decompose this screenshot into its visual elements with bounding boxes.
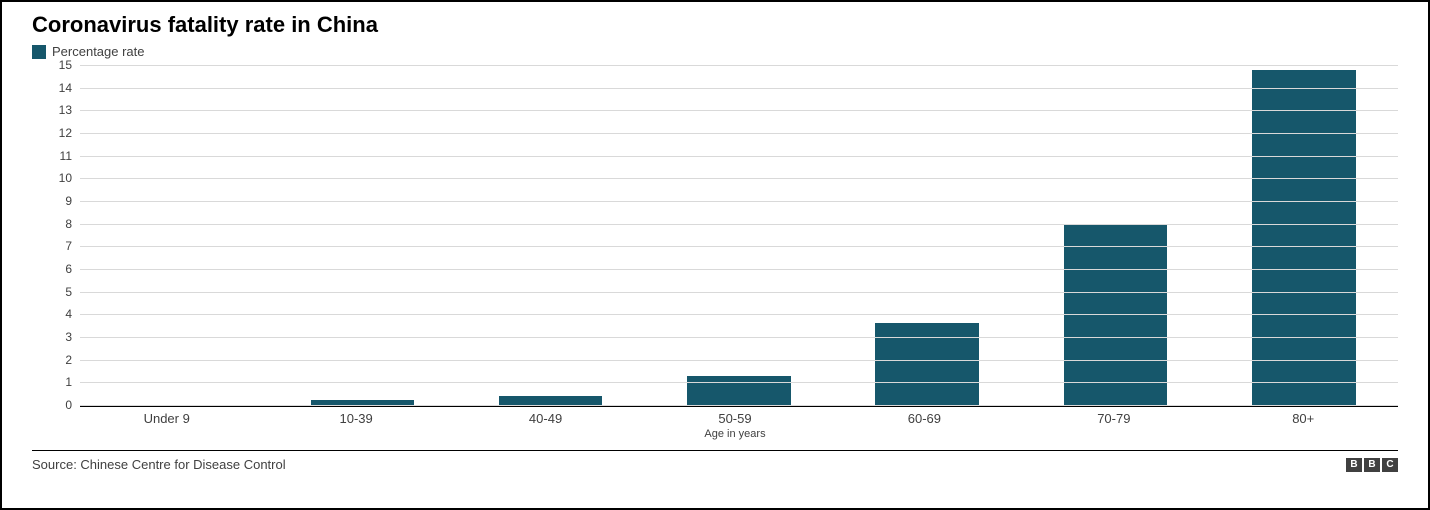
plot-area (80, 65, 1398, 407)
chart-title: Coronavirus fatality rate in China (32, 12, 1398, 38)
x-tick-label: 60-69 (830, 411, 1019, 426)
source-text: Source: Chinese Centre for Disease Contr… (32, 457, 286, 472)
bar (499, 396, 603, 405)
y-tick-label: 13 (59, 103, 72, 117)
y-tick-label: 8 (65, 217, 72, 231)
bar-slot (833, 323, 1021, 405)
y-tick-label: 9 (65, 194, 72, 208)
legend: Percentage rate (32, 44, 1398, 59)
bbc-letter: B (1346, 458, 1362, 472)
y-tick-label: 4 (65, 307, 72, 321)
y-tick-label: 11 (60, 149, 72, 163)
x-tick-label: 50-59 (640, 411, 829, 426)
gridline (80, 360, 1398, 361)
y-tick-label: 1 (65, 375, 72, 389)
y-tick-label: 7 (65, 239, 72, 253)
gridline (80, 382, 1398, 383)
bar (875, 323, 979, 405)
x-axis: Under 910-3940-4950-5960-6970-7980+ (72, 411, 1398, 426)
gridline (80, 314, 1398, 315)
y-tick-label: 10 (59, 171, 72, 185)
chart-area: 0123456789101112131415 (32, 65, 1398, 405)
x-tick-label: 10-39 (261, 411, 450, 426)
bar (1252, 70, 1356, 405)
legend-swatch (32, 45, 46, 59)
x-tick-label: 80+ (1209, 411, 1398, 426)
legend-label: Percentage rate (52, 44, 145, 59)
gridline (80, 269, 1398, 270)
gridline (80, 88, 1398, 89)
bbc-letter: C (1382, 458, 1398, 472)
y-tick-label: 3 (65, 330, 72, 344)
x-axis-label: Age in years (72, 428, 1398, 440)
gridline (80, 405, 1398, 406)
bbc-letter: B (1364, 458, 1380, 472)
bars-container (80, 65, 1398, 405)
gridline (80, 65, 1398, 66)
gridline (80, 156, 1398, 157)
gridline (80, 246, 1398, 247)
y-axis: 0123456789101112131415 (32, 65, 80, 405)
bar-slot (645, 376, 833, 405)
gridline (80, 292, 1398, 293)
y-tick-label: 15 (59, 58, 72, 72)
bar (687, 376, 791, 405)
gridline (80, 133, 1398, 134)
footer: Source: Chinese Centre for Disease Contr… (32, 450, 1398, 472)
bbc-logo: BBC (1346, 458, 1398, 472)
y-tick-label: 14 (59, 81, 72, 95)
gridline (80, 201, 1398, 202)
gridline (80, 178, 1398, 179)
y-tick-label: 5 (65, 285, 72, 299)
bar-slot (1210, 70, 1398, 405)
gridline (80, 110, 1398, 111)
gridline (80, 337, 1398, 338)
y-tick-label: 0 (65, 398, 72, 412)
x-tick-label: Under 9 (72, 411, 261, 426)
gridline (80, 224, 1398, 225)
y-tick-label: 6 (65, 262, 72, 276)
chart-frame: Coronavirus fatality rate in China Perce… (0, 0, 1430, 510)
y-tick-label: 12 (59, 126, 72, 140)
x-tick-label: 70-79 (1019, 411, 1208, 426)
y-tick-label: 2 (65, 353, 72, 367)
bar-slot (457, 396, 645, 405)
x-tick-label: 40-49 (451, 411, 640, 426)
